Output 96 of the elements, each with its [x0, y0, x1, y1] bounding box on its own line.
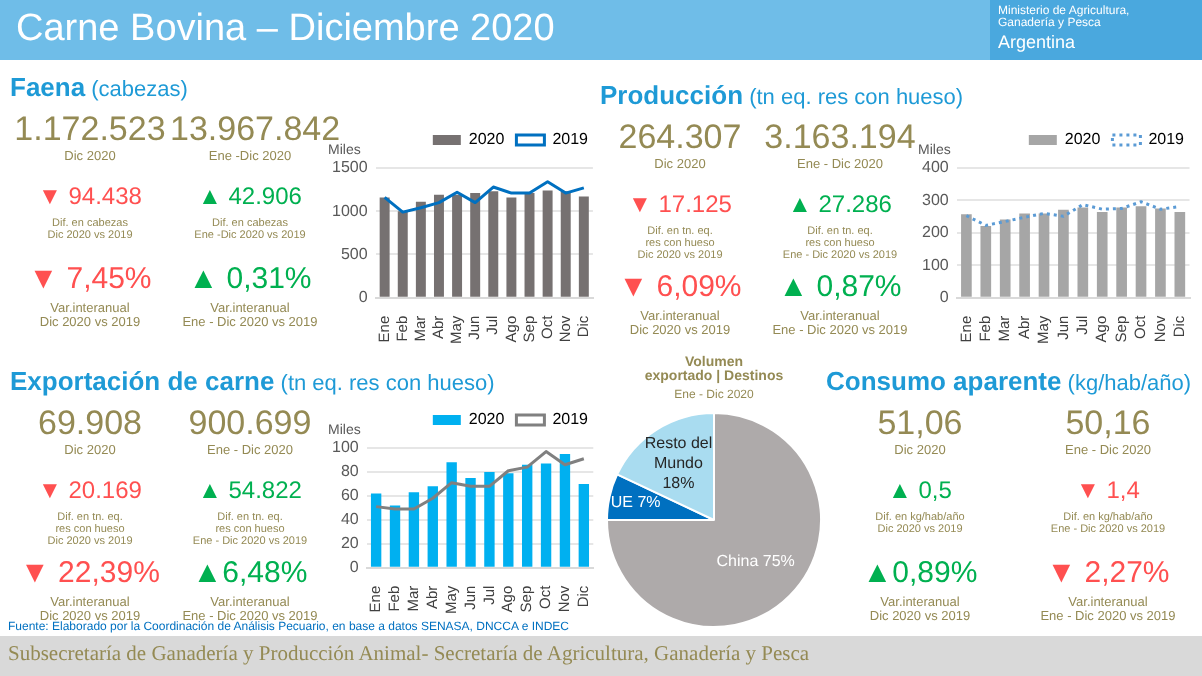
y-tick-label: 0: [939, 288, 950, 307]
text: ▼ 17.125: [626, 190, 734, 218]
text: ▼ 6,09%: [616, 270, 744, 304]
slice-label: China 75%: [716, 552, 795, 571]
text: 50,16: [1063, 404, 1153, 442]
text: ▼ 2,27%: [1044, 556, 1172, 590]
text: ▲ 54.822: [196, 476, 304, 504]
slice-label: Resto del Mundo: [644, 434, 713, 473]
bar: [488, 191, 499, 297]
y-tick-label: 400: [921, 158, 950, 177]
y-tick-label: 0: [358, 288, 369, 307]
y-tick-label: 100: [921, 255, 950, 274]
text: 264.307: [616, 118, 744, 156]
legend-label: 2019: [552, 130, 590, 149]
text: (tn eq. res con hueso): [747, 86, 964, 110]
bar: [427, 486, 438, 567]
bar: [1019, 213, 1030, 297]
legend-label: 2020: [468, 130, 506, 149]
y-tick-label: 0: [349, 558, 360, 577]
y-tick-label: 500: [340, 244, 369, 263]
bar: [370, 493, 382, 567]
bar: [452, 194, 463, 297]
text: ▲0,89%: [860, 556, 980, 590]
bar: [559, 453, 571, 567]
legend-label: 2019: [552, 410, 590, 429]
bar: [408, 492, 420, 567]
text: ▲6,48%: [190, 556, 310, 590]
text: 900.699: [186, 404, 314, 442]
y-tick-label: 60: [340, 486, 360, 505]
y-tick-label: 100: [331, 438, 360, 457]
bar: [415, 201, 426, 297]
legend-label: 2020: [1064, 130, 1102, 149]
text: 3.163.194: [762, 118, 918, 156]
text: 51,06: [875, 404, 965, 442]
text: ▼ 7,45%: [26, 262, 154, 296]
y-tick-label: 300: [921, 190, 950, 209]
text: Carne Bovina – Diciembre 2020: [16, 8, 555, 50]
bar: [379, 197, 390, 297]
y-tick-label: 200: [921, 223, 950, 242]
text: Producción: [600, 80, 744, 110]
text: ▼ 20.169: [36, 476, 144, 504]
y-tick-label: 40: [340, 510, 360, 529]
bar: [540, 463, 552, 567]
bar: [1077, 207, 1089, 297]
bar: [1116, 207, 1127, 297]
bar: [433, 194, 444, 297]
legend-label: 2019: [1148, 130, 1186, 149]
bar: [389, 505, 401, 567]
bar: [1096, 212, 1108, 297]
text: ▲ 0,5: [886, 476, 954, 504]
bar: [524, 193, 535, 297]
bar: [1174, 212, 1186, 297]
bar: [1038, 213, 1050, 297]
bar: [465, 477, 476, 567]
text: Consumo aparente: [826, 366, 1062, 396]
bar: [484, 471, 495, 567]
bar: [999, 219, 1011, 297]
bar: [542, 190, 553, 297]
data-label: 18%: [662, 474, 695, 493]
line-series: [964, 200, 1182, 227]
text: ▲ 0,87%: [776, 270, 904, 304]
text: Argentina: [998, 32, 1076, 53]
bar: [506, 197, 517, 297]
text: Exportación de carne: [10, 366, 275, 396]
y-tick-label: 1000: [332, 201, 369, 220]
bar: [578, 196, 589, 297]
bar: [1155, 208, 1166, 297]
bar: [1135, 206, 1147, 297]
bar: [560, 191, 571, 297]
bar: [961, 214, 972, 297]
text: Subsecretaría de Ganadería y Producción Animal- Secretaría de Agricultura, Ganadería y Pesca: [8, 644, 810, 667]
y-tick-label: 1500: [332, 158, 369, 177]
slice-label: UE 7%: [610, 492, 661, 511]
text: ▼ 94.438: [36, 182, 144, 210]
text: 69.908: [36, 404, 144, 442]
y-tick-label: 80: [340, 462, 360, 481]
text: ▼ 1,4: [1074, 476, 1142, 504]
text: ▲ 0,31%: [186, 262, 314, 296]
bar: [1058, 209, 1069, 297]
text: ▲ 27.286: [786, 190, 894, 218]
bar: [503, 473, 514, 567]
bar: [470, 193, 481, 297]
bar: [397, 211, 408, 297]
text: 1.172.523: [12, 110, 168, 148]
bar: [522, 464, 533, 567]
text: (kg/hab/año): [1065, 372, 1192, 396]
text: (tn eq. res con hueso): [278, 372, 495, 396]
text: (cabezas): [89, 78, 188, 102]
bar: [578, 483, 590, 567]
text: ▼ 22,39%: [18, 556, 162, 590]
legend-label: 2020: [468, 410, 506, 429]
text: Faena: [10, 72, 86, 102]
y-tick-label: 20: [340, 534, 360, 553]
bar: [980, 226, 992, 297]
text: ▲ 42.906: [196, 182, 304, 210]
bar: [446, 462, 457, 567]
